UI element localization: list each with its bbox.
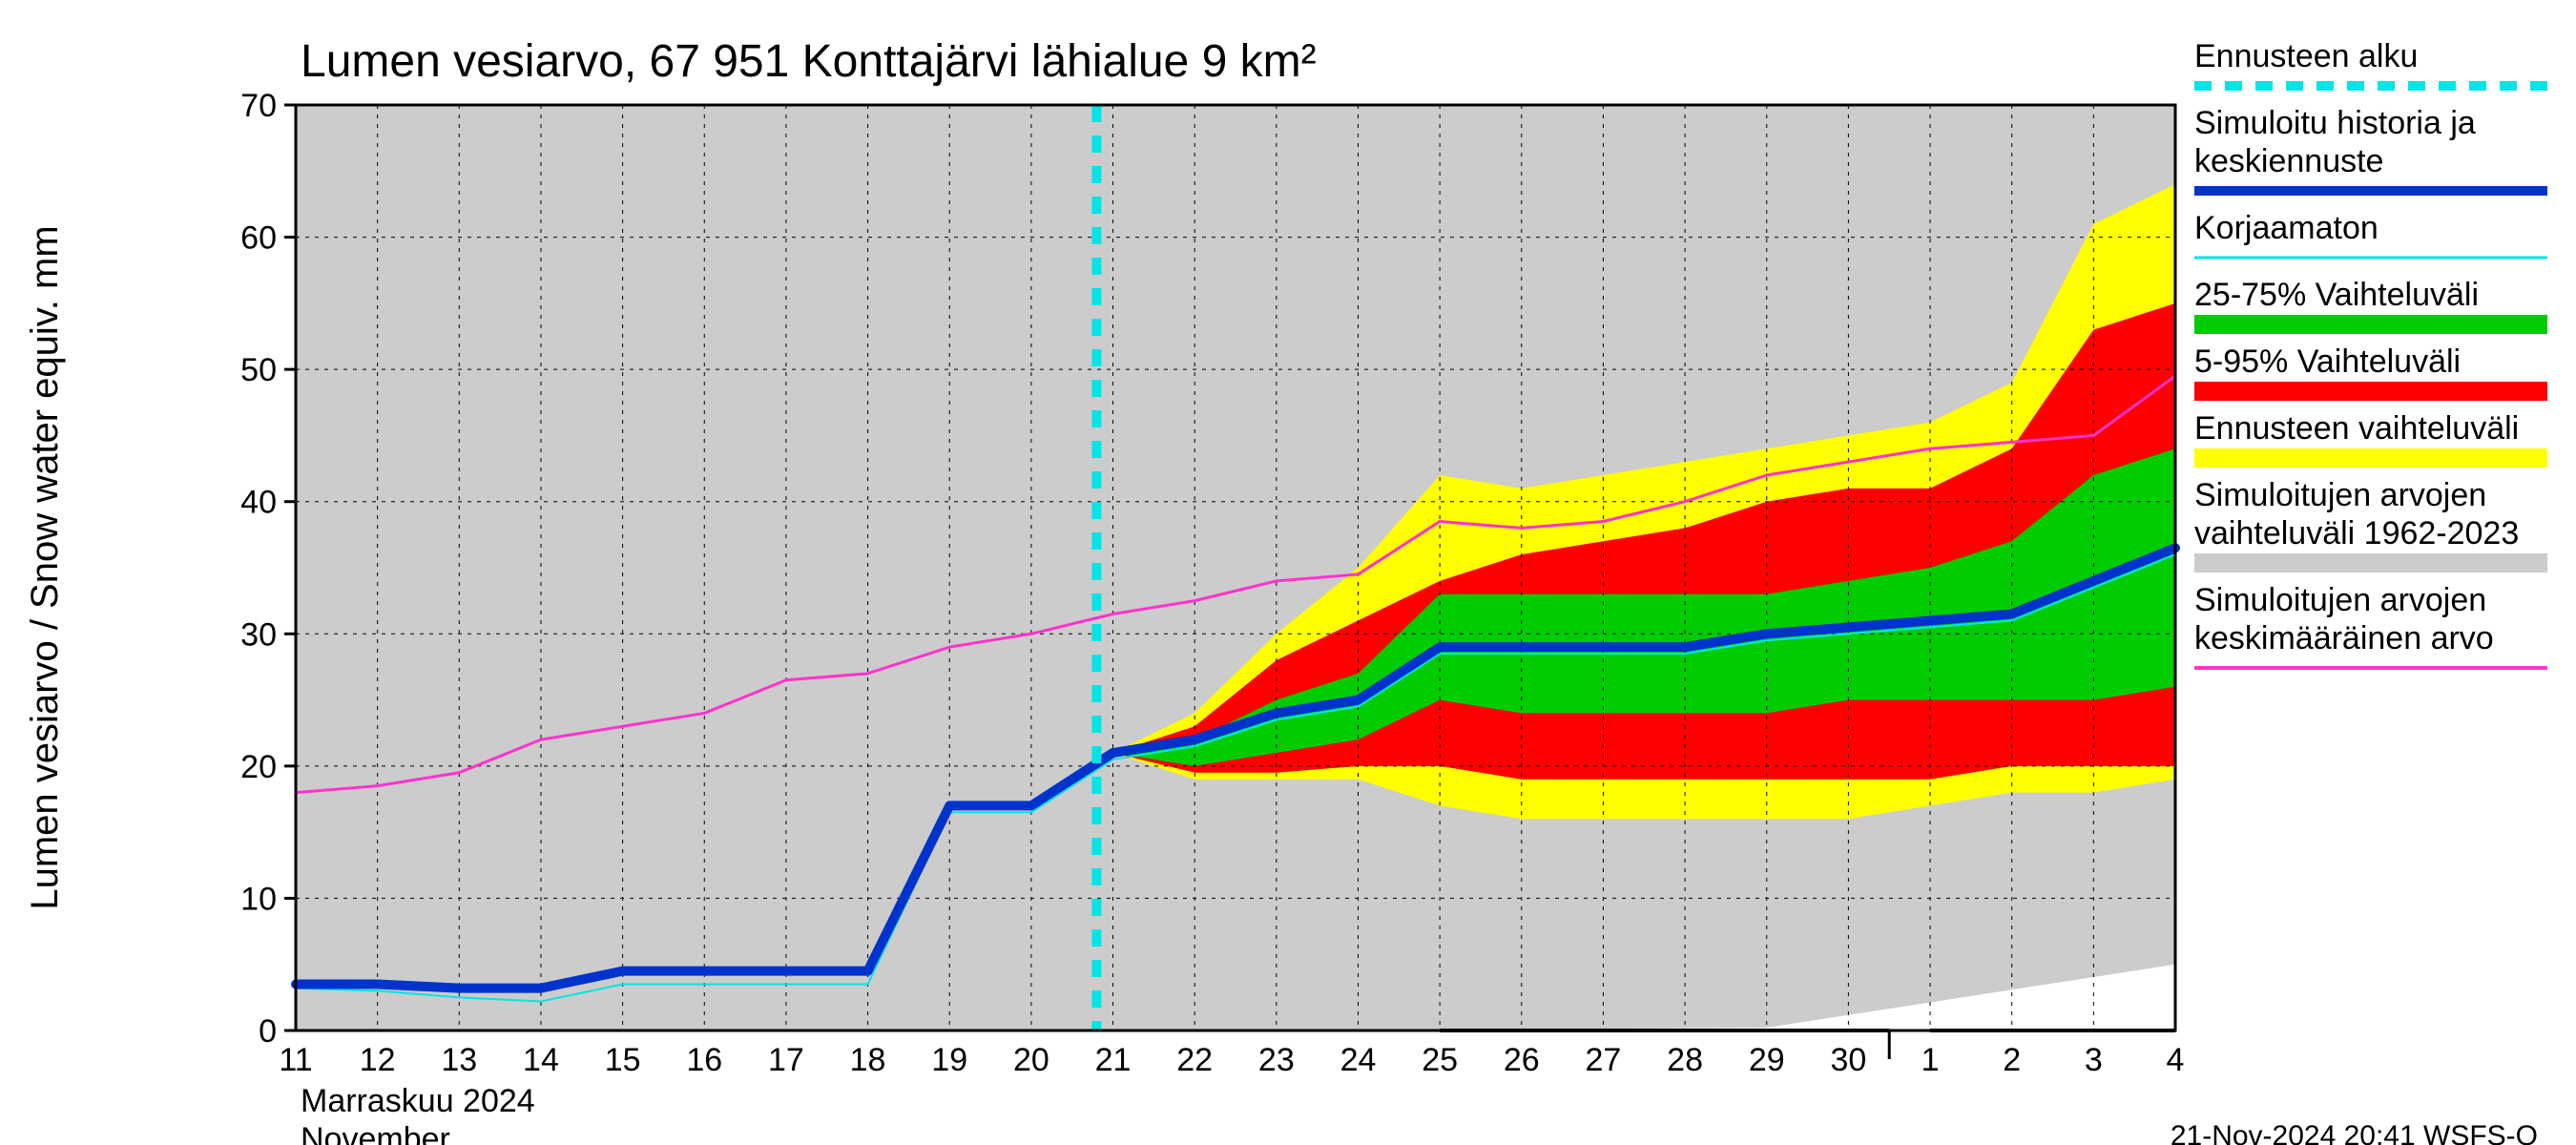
xtick-label: 29 [1749,1042,1785,1078]
xtick-label: 18 [850,1042,886,1078]
xlabel-month-en: November [301,1121,450,1145]
ytick-label: 70 [240,88,277,124]
legend-label: Ennusteen vaihteluväli [2194,410,2519,447]
ytick-label: 40 [240,485,277,521]
ytick-label: 20 [240,749,277,785]
xtick-label: 21 [1095,1042,1132,1078]
xtick-label: 25 [1422,1042,1458,1078]
xtick-label: 14 [523,1042,559,1078]
xtick-label: 30 [1830,1042,1866,1078]
xtick-label: 27 [1586,1042,1622,1078]
xtick-label: 4 [2167,1042,2185,1078]
legend-label: 25-75% Vaihteluväli [2194,277,2479,313]
xtick-label: 13 [441,1042,477,1078]
chart-title: Lumen vesiarvo, 67 951 Konttajärvi lähia… [301,36,1317,87]
legend-label: keskimääräinen arvo [2194,620,2494,656]
ytick-label: 30 [240,616,277,653]
chart-container: 0102030405060701112131415161718192021222… [0,0,2576,1145]
chart-svg: 0102030405060701112131415161718192021222… [0,0,2576,1145]
xtick-label: 23 [1258,1042,1295,1078]
xtick-label: 1 [1922,1042,1940,1078]
xtick-label: 16 [686,1042,722,1078]
ytick-label: 60 [240,220,277,257]
xtick-label: 24 [1340,1042,1377,1078]
xtick-label: 19 [931,1042,967,1078]
ytick-label: 0 [259,1013,277,1050]
legend-swatch [2194,315,2547,334]
xtick-label: 11 [279,1042,312,1078]
legend-label: Simuloitujen arvojen [2194,582,2486,618]
legend-label: Korjaamaton [2194,210,2379,246]
ylabel: Lumen vesiarvo / Snow water equiv. mm [24,225,66,909]
xtick-label: 20 [1013,1042,1049,1078]
legend-label: keskiennuste [2194,143,2383,179]
legend-label: Simuloitu historia ja [2194,105,2476,141]
legend-swatch [2194,382,2547,401]
legend-label: Simuloitujen arvojen [2194,477,2486,513]
xtick-label: 3 [2085,1042,2103,1078]
xtick-label: 22 [1176,1042,1213,1078]
xtick-label: 28 [1667,1042,1703,1078]
legend-swatch [2194,553,2547,572]
xtick-label: 26 [1504,1042,1540,1078]
xtick-label: 2 [2003,1042,2021,1078]
xlabel-month-fi: Marraskuu 2024 [301,1083,535,1119]
legend-label: 5-95% Vaihteluväli [2194,344,2461,380]
legend-label: Ennusteen alku [2194,38,2418,74]
legend-label: vaihteluväli 1962-2023 [2194,515,2519,552]
footer-timestamp: 21-Nov-2024 20:41 WSFS-O [2171,1120,2538,1145]
xtick-label: 15 [605,1042,641,1078]
xtick-label: 12 [360,1042,396,1078]
ytick-label: 10 [240,881,277,917]
xtick-label: 17 [768,1042,804,1078]
ytick-label: 50 [240,352,277,388]
legend-swatch [2194,448,2547,468]
